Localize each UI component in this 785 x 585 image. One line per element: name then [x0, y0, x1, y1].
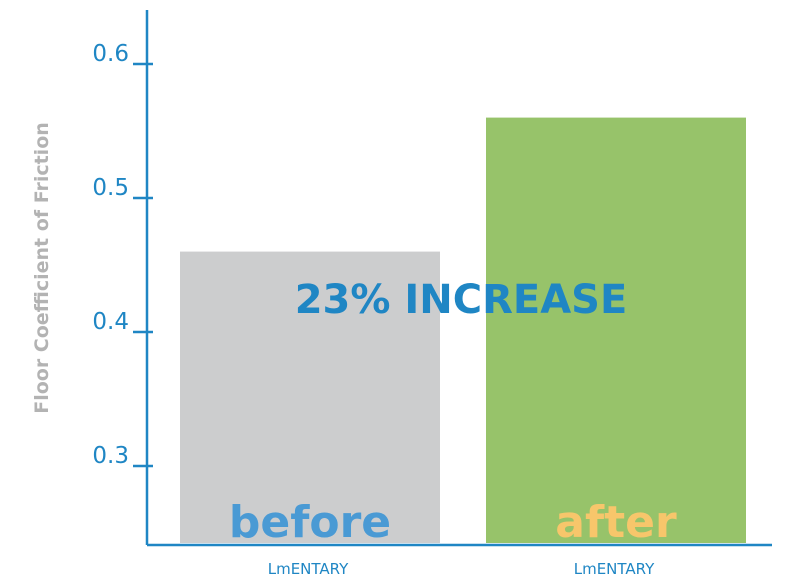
- category-label: LmENTARY: [574, 560, 655, 578]
- bar-label-after: after: [555, 497, 677, 548]
- bar-after: [486, 117, 746, 543]
- y-ticks-group: 0.3 0.4 0.5 0.6: [92, 41, 153, 469]
- bar-labels-group: before after: [229, 497, 677, 548]
- y-tick-label: 0.6: [92, 41, 129, 67]
- bar-before: [180, 251, 440, 543]
- category-labels-group: LmENTARY LmENTARY: [268, 560, 655, 578]
- bar-label-before: before: [229, 497, 391, 548]
- increase-annotation: 23% INCREASE: [295, 277, 628, 323]
- y-axis-label: Floor Coefficient of Friction: [31, 122, 53, 414]
- bars-group: [180, 117, 746, 543]
- category-label: LmENTARY: [268, 560, 349, 578]
- y-tick-label: 0.4: [92, 309, 129, 335]
- y-tick-label: 0.5: [92, 175, 129, 201]
- y-tick-label: 0.3: [92, 443, 129, 469]
